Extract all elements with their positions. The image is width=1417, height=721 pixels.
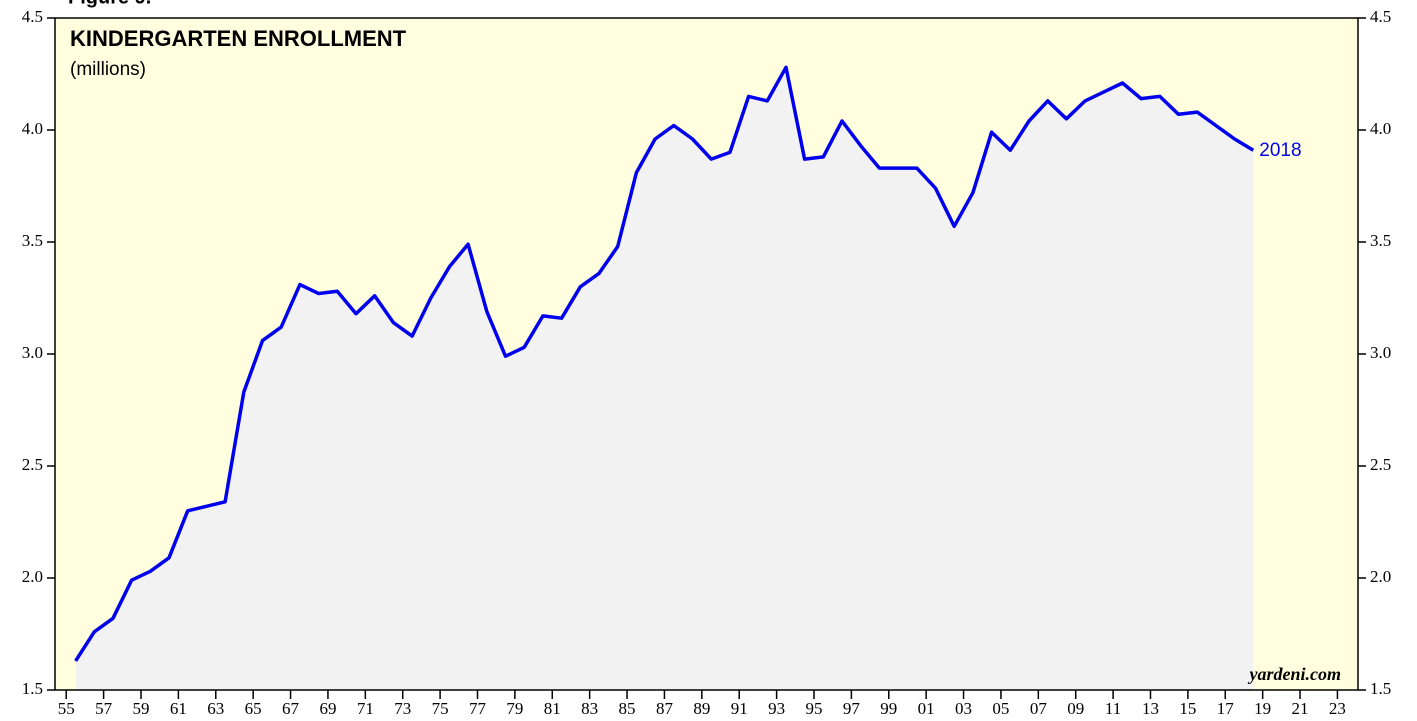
x-tick-label: 17 (1217, 699, 1235, 718)
x-tick-label: 99 (880, 699, 897, 718)
y-tick-label: 3.5 (22, 231, 43, 250)
x-tick-label: 77 (469, 699, 487, 718)
y2-tick-label: 1.5 (1370, 679, 1391, 698)
y2-tick-label: 2.0 (1370, 567, 1391, 586)
line (74, 65, 1255, 662)
x-tick-label: 75 (432, 699, 449, 718)
area (75, 67, 1254, 691)
x-tick-label: 71 (357, 699, 374, 718)
y-tick-label: 2.0 (22, 567, 43, 586)
x-tick-label: 59 (132, 699, 149, 718)
x-tick-label: 83 (581, 699, 598, 718)
chart-subtitle: (millions) (70, 59, 146, 80)
x-tick-label: 21 (1292, 699, 1309, 718)
x-tick-label: 05 (992, 699, 1009, 718)
chart-title: KINDERGARTEN ENROLLMENT (70, 26, 407, 51)
x-tick-label: 93 (768, 699, 785, 718)
y-tick-label: 4.0 (22, 119, 43, 138)
y-tick-label: 4.5 (22, 7, 43, 26)
x-tick-label: 55 (58, 699, 75, 718)
y2-tick-label: 2.5 (1370, 455, 1391, 474)
x-tick-label: 79 (506, 699, 523, 718)
figure-label: Figure 9. (68, 0, 151, 8)
x-tick-label: 07 (1030, 699, 1048, 718)
y2-tick-label: 3.0 (1370, 343, 1391, 362)
y-tick-label: 2.5 (22, 455, 43, 474)
y2-tick-label: 4.5 (1370, 7, 1391, 26)
x-tick-label: 19 (1254, 699, 1271, 718)
x-tick-label: 23 (1329, 699, 1346, 718)
x-tick-label: 69 (319, 699, 336, 718)
x-tick-label: 95 (805, 699, 822, 718)
x-tick-label: 15 (1179, 699, 1196, 718)
y-tick-label: 3.0 (22, 343, 43, 362)
x-tick-label: 65 (245, 699, 262, 718)
x-tick-label: 11 (1105, 699, 1121, 718)
y-tick-label: 1.5 (22, 679, 43, 698)
x-tick-label: 03 (955, 699, 972, 718)
x-tick-label: 97 (843, 699, 861, 718)
x-tick-label: 73 (394, 699, 411, 718)
x-tick-label: 81 (544, 699, 561, 718)
y2-tick-label: 4.0 (1370, 119, 1391, 138)
x-tick-label: 61 (170, 699, 187, 718)
x-tick-label: 89 (693, 699, 710, 718)
source: yardeni.com (1248, 664, 1342, 684)
x-tick-label: 63 (207, 699, 224, 718)
y2-tick-label: 3.5 (1370, 231, 1391, 250)
x-tick-label: 91 (731, 699, 748, 718)
x-tick-label: 87 (656, 699, 674, 718)
x-tick-label: 57 (95, 699, 113, 718)
x-tick-label: 67 (282, 699, 300, 718)
end-label: 2018 (1259, 140, 1301, 161)
x-tick-label: 09 (1067, 699, 1084, 718)
x-tick-label: 01 (918, 699, 935, 718)
x-tick-label: 13 (1142, 699, 1159, 718)
x-tick-label: 85 (619, 699, 636, 718)
